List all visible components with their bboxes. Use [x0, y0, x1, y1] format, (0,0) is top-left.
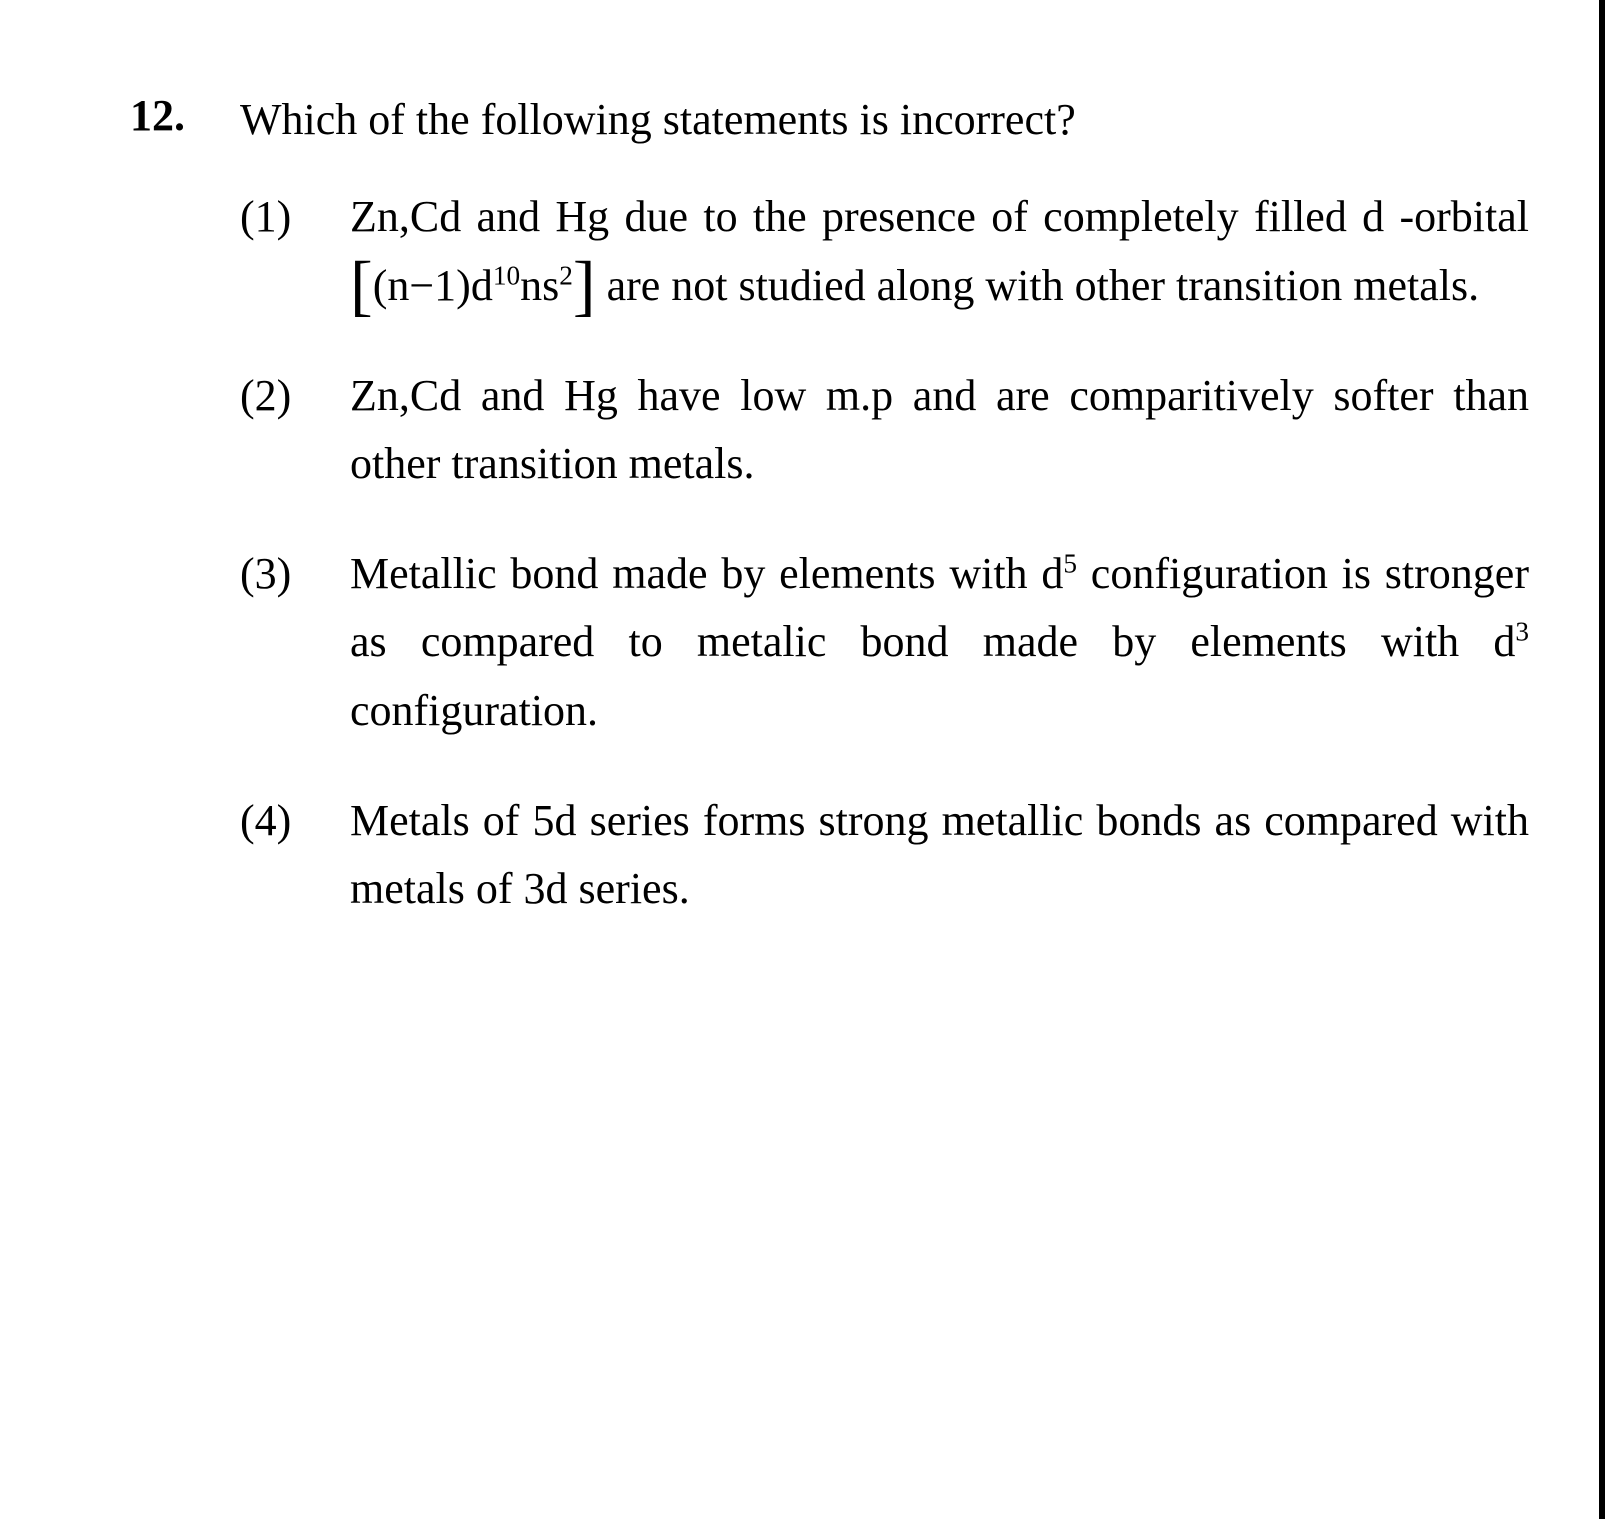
page: 12. Which of the following statements is…: [0, 0, 1605, 1519]
option-1-config: [(n−1)d10ns2]: [350, 261, 596, 310]
question-number: 12.: [130, 90, 240, 141]
option-3-text: Metallic bond made by elements with d5 c…: [350, 540, 1529, 745]
question-text: Which of the following statements is inc…: [240, 90, 1076, 149]
option-3-number: (3): [240, 540, 350, 608]
option-1: (1) Zn,Cd and Hg due to the presence of …: [240, 183, 1529, 319]
option-4: (4) Metals of 5d series forms strong met…: [240, 787, 1529, 923]
option-3-c: configuration.: [350, 686, 598, 735]
d3-sup: 3: [1515, 617, 1529, 647]
d5-sup: 5: [1063, 548, 1077, 578]
config-b: ns: [520, 261, 559, 310]
options-list: (1) Zn,Cd and Hg due to the presence of …: [240, 183, 1529, 923]
option-1-number: (1): [240, 183, 350, 251]
option-2: (2) Zn,Cd and Hg have low m.p and are co…: [240, 362, 1529, 498]
option-3-d5: d5: [1041, 549, 1077, 598]
config-a: (n−1)d: [373, 261, 493, 310]
option-3-d3: d3: [1493, 617, 1529, 666]
option-2-number: (2): [240, 362, 350, 430]
config-sup2: 2: [559, 260, 573, 290]
option-1-part1: Zn,Cd and Hg due to the presence of comp…: [350, 192, 1529, 241]
option-2-text: Zn,Cd and Hg have low m.p and are compar…: [350, 362, 1529, 498]
d3-base: d: [1493, 617, 1515, 666]
option-3-a: Metallic bond made by elements with: [350, 549, 1041, 598]
config-sup1: 10: [493, 260, 520, 290]
option-3: (3) Metallic bond made by elements with …: [240, 540, 1529, 745]
option-4-number: (4): [240, 787, 350, 855]
option-4-text: Metals of 5d series forms strong metalli…: [350, 787, 1529, 923]
option-1-part2: are not studied along with other transit…: [596, 261, 1479, 310]
option-1-text: Zn,Cd and Hg due to the presence of comp…: [350, 183, 1529, 319]
question-row: 12. Which of the following statements is…: [130, 90, 1529, 149]
d5-base: d: [1041, 549, 1063, 598]
